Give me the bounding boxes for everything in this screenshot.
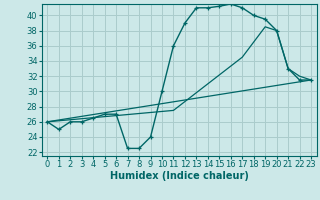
X-axis label: Humidex (Indice chaleur): Humidex (Indice chaleur) (110, 171, 249, 181)
